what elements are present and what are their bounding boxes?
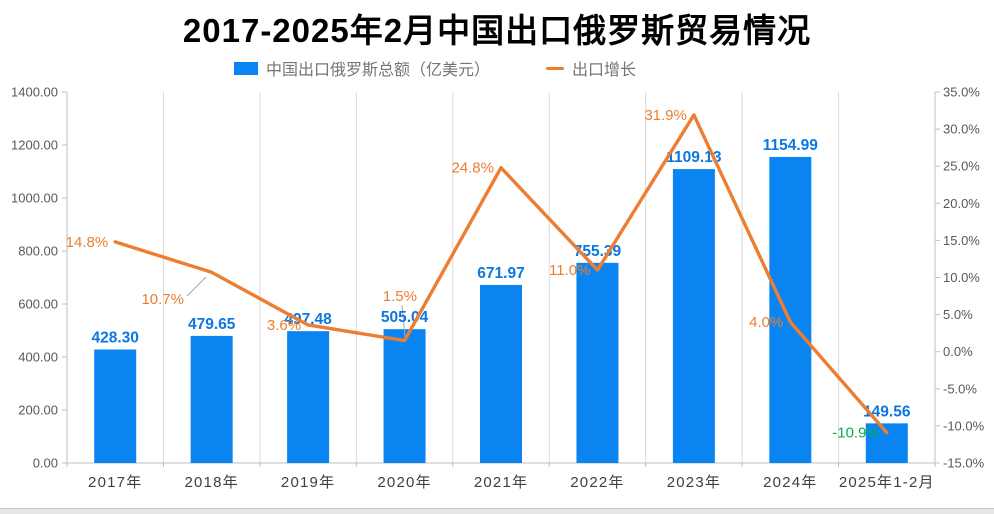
line-point-label-2: 3.6%: [267, 317, 301, 334]
line-point-label-1: 10.7%: [141, 291, 184, 308]
y-right-tick-label-5: 10.0%: [943, 270, 980, 285]
x-tick-label-6: 2023年: [667, 474, 721, 491]
legend-label-export-growth: 出口增长: [572, 62, 637, 79]
line-point-label-4: 24.8%: [451, 160, 494, 177]
bar-label-4: 671.97: [477, 265, 524, 282]
bar-6: [672, 169, 715, 463]
y-left-tick-label-2: 400.00: [18, 350, 58, 365]
bar-7: [769, 156, 812, 463]
y-left-tick-label-1: 200.00: [18, 403, 58, 418]
legend-bar-swatch-icon: [234, 61, 258, 75]
bar-1: [190, 335, 233, 463]
bar-5: [576, 262, 619, 463]
line-point-label-8: -10.9%: [832, 425, 880, 442]
y-right-tick-label-2: -5.0%: [943, 381, 977, 396]
y-left-tick-label-5: 1000.00: [11, 191, 58, 206]
legend-line-swatch-icon: [546, 66, 564, 70]
y-right-tick-label-6: 15.0%: [943, 233, 980, 248]
y-left-tick-label-7: 1400.00: [11, 85, 58, 100]
bar-label-6: 1109.13: [666, 149, 722, 166]
y-left-tick-label-6: 1200.00: [11, 138, 58, 153]
y-left-tick-label-4: 800.00: [18, 244, 58, 259]
legend-label-export-total: 中国出口俄罗斯总额（亿美元）: [266, 62, 491, 79]
x-tick-label-7: 2024年: [763, 474, 817, 491]
label-leader-0: [186, 276, 207, 297]
bar-2: [287, 331, 330, 463]
x-tick-label-2: 2019年: [281, 474, 335, 491]
bar-label-8: 149.56: [863, 403, 911, 420]
bar-4: [480, 284, 522, 463]
y-left-tick-label-0: 0.00: [33, 456, 58, 471]
y-right-tick-label-10: 35.0%: [943, 85, 980, 100]
line-point-label-6: 31.9%: [644, 107, 687, 124]
line-point-label-0: 14.8%: [66, 234, 109, 251]
bar-label-2: 497.48: [284, 311, 332, 328]
bar-8: [865, 423, 908, 463]
growth-trend-line: [113, 113, 889, 435]
x-tick-label-0: 2017年: [88, 474, 142, 491]
chart-legend: 中国出口俄罗斯总额（亿美元） 出口增长: [0, 57, 994, 79]
label-leader-1: [401, 304, 406, 338]
bar-0: [94, 349, 137, 463]
bar-3: [383, 329, 426, 463]
bar-label-7: 1154.99: [763, 137, 819, 154]
y-right-tick-label-4: 5.0%: [943, 307, 973, 322]
y-right-tick-label-0: -15.0%: [943, 456, 985, 471]
x-tick-label-1: 2018年: [184, 474, 238, 491]
line-point-label-7: 4.0%: [749, 314, 783, 331]
x-tick-label-5: 2022年: [570, 474, 624, 491]
bar-label-1: 479.65: [188, 316, 236, 333]
y-right-tick-label-9: 30.0%: [943, 122, 980, 137]
chart-title: 2017-2025年2月中国出口俄罗斯贸易情况: [182, 12, 812, 49]
legend-item-export-growth[interactable]: 出口增长: [546, 57, 636, 79]
line-point-label-3: 1.5%: [383, 288, 417, 305]
y-right-tick-label-1: -10.0%: [943, 418, 985, 433]
legend-item-export-total[interactable]: 中国出口俄罗斯总额（亿美元）: [234, 57, 490, 79]
bar-label-0: 428.30: [92, 330, 139, 347]
y-right-tick-label-3: 0.0%: [943, 344, 973, 359]
x-tick-label-8: 2025年1-2月: [839, 474, 935, 491]
y-right-tick-label-7: 20.0%: [943, 196, 980, 211]
y-left-tick-label-3: 600.00: [18, 297, 58, 312]
x-tick-label-3: 2020年: [377, 474, 431, 491]
x-tick-label-4: 2021年: [474, 474, 528, 491]
y-right-tick-label-8: 25.0%: [943, 159, 980, 174]
window-bottom-edge: [0, 508, 994, 514]
line-point-label-5: 11.0%: [549, 262, 590, 279]
